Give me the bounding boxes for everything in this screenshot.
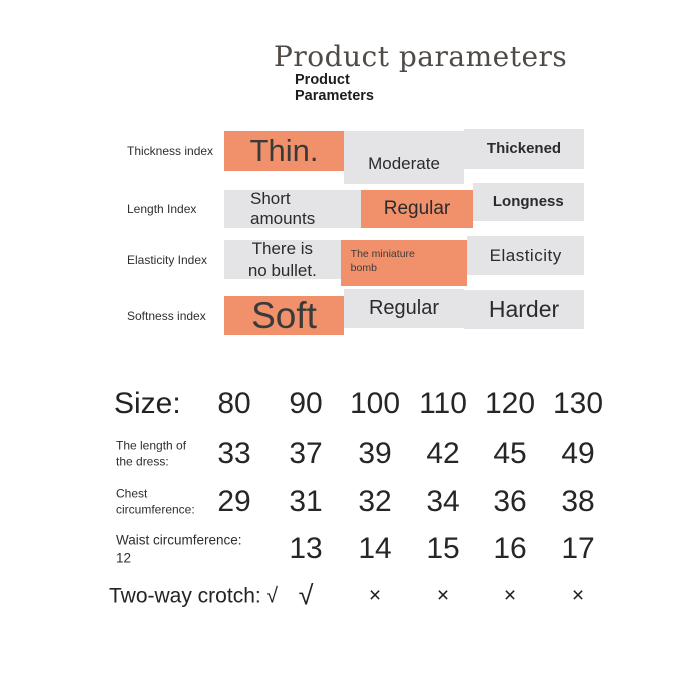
length-segment-longness: Longness	[472, 183, 584, 221]
elasticity-segment-no-bullet: There is no bullet.	[224, 240, 341, 279]
waist-circumference-label: Waist circumference: 12	[116, 532, 242, 565]
chest-circumference-value: 31	[289, 485, 323, 518]
softness-segment-soft: Soft	[224, 296, 344, 335]
two-way-crotch-value: √	[298, 580, 314, 611]
size-label: Size:	[114, 387, 181, 420]
elasticity-index-bar: There is no bullet. The miniature bomb E…	[224, 236, 585, 286]
size-value: 80	[217, 387, 251, 420]
size-value: 120	[484, 387, 536, 420]
length-index-row: Length Index Short amounts Regular Longn…	[0, 183, 700, 228]
chest-circumference-value: 29	[217, 485, 251, 518]
thickness-index-label: Thickness index	[127, 144, 214, 158]
page-subtitle: Product Parameters	[295, 72, 374, 104]
chest-circumference-value: 32	[358, 485, 392, 518]
elasticity-index-row: Elasticity Index There is no bullet. The…	[0, 236, 700, 286]
dress-length-value: 39	[358, 437, 392, 470]
softness-segment-regular: Regular	[344, 289, 464, 328]
softness-index-label: Softness index	[127, 308, 206, 323]
size-value: 110	[419, 387, 467, 420]
elasticity-segment-miniature-bomb: The miniature bomb	[340, 240, 468, 286]
page-title: Product parameters	[274, 40, 568, 73]
waist-circumference-value: 16	[493, 532, 527, 565]
softness-segment-harder: Harder	[464, 290, 584, 329]
elasticity-segment-elasticity: Elasticity	[467, 236, 585, 275]
softness-index-row: Softness index Soft Regular Harder	[0, 289, 700, 335]
length-segment-short: Short amounts	[224, 190, 362, 228]
thickness-index-bar: Thin. Moderate Thickened	[224, 129, 584, 184]
dress-length-value: 37	[289, 437, 323, 470]
length-index-bar: Short amounts Regular Longness	[224, 183, 584, 228]
dress-length-value: 45	[493, 437, 527, 470]
two-way-crotch-value: ×	[571, 584, 585, 607]
dress-length-label: The length of the dress:	[116, 438, 187, 468]
chest-circumference-value: 36	[493, 485, 527, 518]
waist-circumference-value: 13	[289, 532, 323, 565]
length-segment-regular: Regular	[361, 190, 473, 228]
size-value: 130	[552, 387, 604, 420]
two-way-crotch-value: ×	[368, 584, 382, 607]
chest-circumference-value: 34	[426, 485, 460, 518]
waist-circumference-value: 14	[358, 532, 392, 565]
size-value: 100	[349, 387, 401, 420]
waist-circumference-value: 15	[426, 532, 460, 565]
dress-length-value: 42	[426, 437, 460, 470]
thickness-segment-moderate: Moderate	[344, 131, 464, 184]
chest-circumference-value: 38	[561, 485, 595, 518]
two-way-crotch-label: Two-way crotch: √	[109, 584, 279, 608]
length-index-label: Length Index	[127, 202, 197, 216]
thickness-segment-thin: Thin.	[224, 131, 344, 171]
two-way-crotch-value: ×	[503, 584, 517, 607]
size-value: 90	[289, 387, 323, 420]
chest-circumference-label: Chest circumference:	[116, 486, 195, 516]
softness-index-bar: Soft Regular Harder	[224, 289, 584, 335]
two-way-crotch-value: ×	[436, 584, 450, 607]
dress-length-value: 33	[217, 437, 251, 470]
dress-length-value: 49	[561, 437, 595, 470]
thickness-segment-thickened: Thickened	[464, 129, 584, 169]
thickness-index-row: Thickness index Thin. Moderate Thickened	[0, 129, 700, 184]
waist-circumference-value: 17	[561, 532, 595, 565]
elasticity-index-label: Elasticity Index	[127, 252, 208, 267]
